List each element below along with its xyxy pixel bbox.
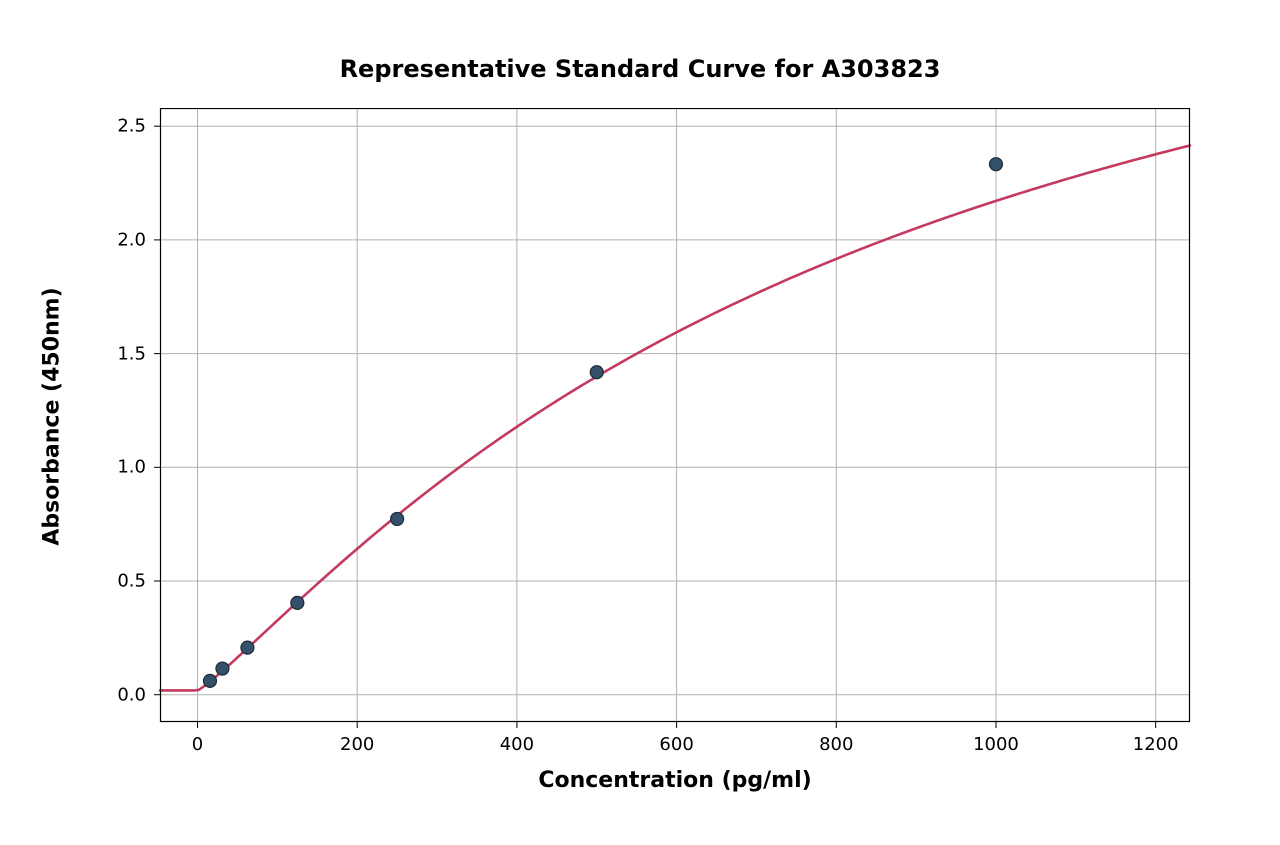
y-tick-label: 0.5 — [117, 571, 146, 592]
data-point — [241, 641, 254, 654]
x-tick-label: 800 — [819, 734, 853, 755]
x-tick-label: 0 — [192, 734, 203, 755]
data-point — [216, 662, 229, 675]
y-tick-label: 1.5 — [117, 343, 146, 364]
x-axis-label: Concentration (pg/ml) — [160, 768, 1190, 793]
data-point — [203, 674, 216, 687]
data-point — [989, 158, 1002, 171]
x-tick-label: 200 — [340, 734, 374, 755]
x-tick-label: 600 — [659, 734, 693, 755]
y-tick-label: 0.0 — [117, 684, 146, 705]
x-tick-label: 400 — [500, 734, 534, 755]
y-tick-label: 2.5 — [117, 116, 146, 137]
plot-area — [160, 108, 1190, 722]
y-tick-label: 1.0 — [117, 457, 146, 478]
data-point — [391, 512, 404, 525]
figure: Representative Standard Curve for A30382… — [0, 0, 1280, 845]
x-tick-label: 1000 — [973, 734, 1019, 755]
y-axis-label: Absorbance (450nm) — [40, 110, 65, 724]
chart-title: Representative Standard Curve for A30382… — [0, 55, 1280, 83]
data-point — [590, 366, 603, 379]
x-tick-label: 1200 — [1133, 734, 1179, 755]
plot-svg — [152, 108, 1192, 730]
data-point — [291, 596, 304, 609]
y-tick-label: 2.0 — [117, 229, 146, 250]
